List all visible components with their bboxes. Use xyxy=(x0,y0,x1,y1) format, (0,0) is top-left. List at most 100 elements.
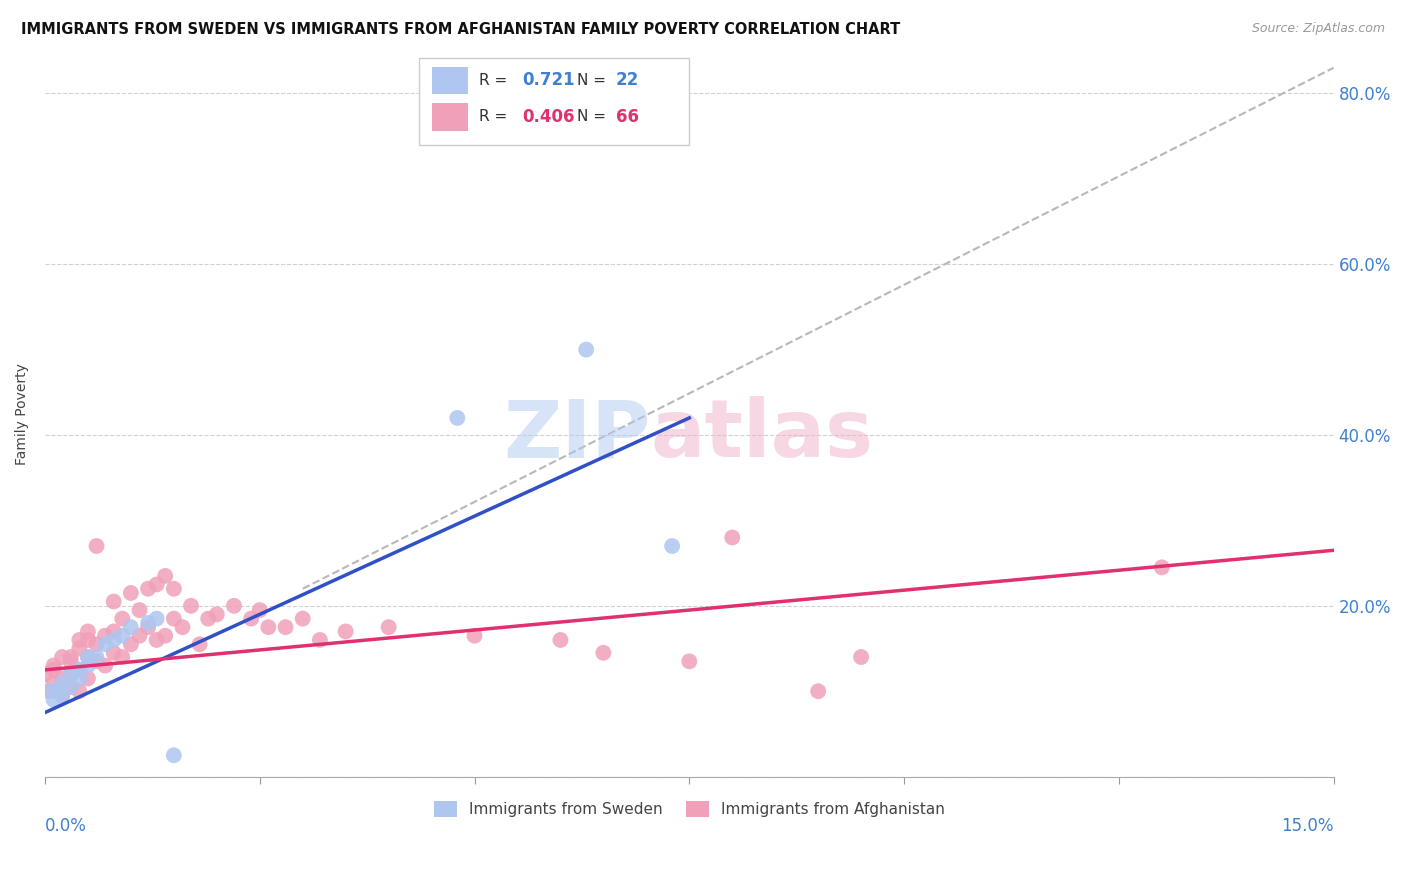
Point xyxy=(59,650,82,665)
Point xyxy=(77,624,100,639)
Point xyxy=(120,620,142,634)
Point xyxy=(155,569,177,583)
Point xyxy=(67,663,90,677)
Point xyxy=(77,672,100,686)
Point xyxy=(249,603,271,617)
Point xyxy=(59,680,82,694)
Point xyxy=(274,620,297,634)
Text: 0.721: 0.721 xyxy=(522,71,575,89)
Point xyxy=(46,684,69,698)
Point xyxy=(59,680,82,694)
Point xyxy=(291,612,314,626)
Point xyxy=(145,632,167,647)
Point xyxy=(59,654,82,668)
Point xyxy=(721,531,744,545)
Point xyxy=(77,658,100,673)
Point xyxy=(163,582,186,596)
Text: N =: N = xyxy=(578,109,612,124)
Point xyxy=(103,594,125,608)
Text: ZIP: ZIP xyxy=(503,396,651,475)
Text: 0.0%: 0.0% xyxy=(45,816,87,835)
Text: Source: ZipAtlas.com: Source: ZipAtlas.com xyxy=(1251,22,1385,36)
Point xyxy=(51,650,73,665)
Point xyxy=(575,343,598,357)
Point xyxy=(222,599,245,613)
Point xyxy=(111,629,134,643)
FancyBboxPatch shape xyxy=(432,67,468,95)
Text: 0.406: 0.406 xyxy=(522,108,574,126)
Point xyxy=(592,646,614,660)
Text: 15.0%: 15.0% xyxy=(1281,816,1334,835)
Point xyxy=(172,620,194,634)
Point xyxy=(257,620,280,634)
Point xyxy=(155,629,177,643)
Text: R =: R = xyxy=(479,73,512,88)
Point xyxy=(145,612,167,626)
Point xyxy=(180,599,202,613)
Point xyxy=(51,672,73,686)
Point xyxy=(34,667,56,681)
Point xyxy=(163,748,186,763)
Point xyxy=(136,615,159,630)
Point xyxy=(86,654,108,668)
Point xyxy=(678,654,700,668)
Point xyxy=(103,646,125,660)
Point xyxy=(111,650,134,665)
Y-axis label: Family Poverty: Family Poverty xyxy=(15,363,30,465)
Point xyxy=(163,612,186,626)
Point xyxy=(42,692,65,706)
Point xyxy=(51,675,73,690)
Point xyxy=(67,641,90,656)
Point xyxy=(86,539,108,553)
FancyBboxPatch shape xyxy=(432,103,468,130)
Point xyxy=(1150,560,1173,574)
Point xyxy=(67,632,90,647)
Point xyxy=(67,663,90,677)
Point xyxy=(335,624,357,639)
Point xyxy=(464,629,486,643)
Text: IMMIGRANTS FROM SWEDEN VS IMMIGRANTS FROM AFGHANISTAN FAMILY POVERTY CORRELATION: IMMIGRANTS FROM SWEDEN VS IMMIGRANTS FRO… xyxy=(21,22,900,37)
Point xyxy=(145,577,167,591)
Legend: Immigrants from Sweden, Immigrants from Afghanistan: Immigrants from Sweden, Immigrants from … xyxy=(427,796,950,823)
Point xyxy=(111,612,134,626)
Point xyxy=(77,650,100,665)
Point xyxy=(120,586,142,600)
Text: 22: 22 xyxy=(616,71,640,89)
Point xyxy=(94,629,117,643)
Point xyxy=(240,612,263,626)
Point xyxy=(86,650,108,665)
Text: R =: R = xyxy=(479,109,512,124)
Point xyxy=(51,684,73,698)
Point xyxy=(205,607,228,622)
Point xyxy=(103,632,125,647)
Point xyxy=(849,650,872,665)
FancyBboxPatch shape xyxy=(419,58,689,145)
Point xyxy=(197,612,219,626)
Point xyxy=(59,667,82,681)
Point xyxy=(120,637,142,651)
Point xyxy=(94,658,117,673)
Point xyxy=(309,632,332,647)
Point xyxy=(77,650,100,665)
Point xyxy=(51,689,73,703)
Point xyxy=(128,629,150,643)
Text: N =: N = xyxy=(578,73,612,88)
Point xyxy=(51,689,73,703)
Point xyxy=(42,663,65,677)
Point xyxy=(136,620,159,634)
Point xyxy=(94,637,117,651)
Point xyxy=(38,684,60,698)
Point xyxy=(661,539,683,553)
Point xyxy=(446,411,468,425)
Text: 66: 66 xyxy=(616,108,638,126)
Point xyxy=(77,632,100,647)
Point xyxy=(59,667,82,681)
Text: atlas: atlas xyxy=(651,396,873,475)
Point xyxy=(377,620,399,634)
Point xyxy=(188,637,211,651)
Point xyxy=(67,684,90,698)
Point xyxy=(128,603,150,617)
Point xyxy=(103,624,125,639)
Point xyxy=(38,684,60,698)
Point xyxy=(86,637,108,651)
